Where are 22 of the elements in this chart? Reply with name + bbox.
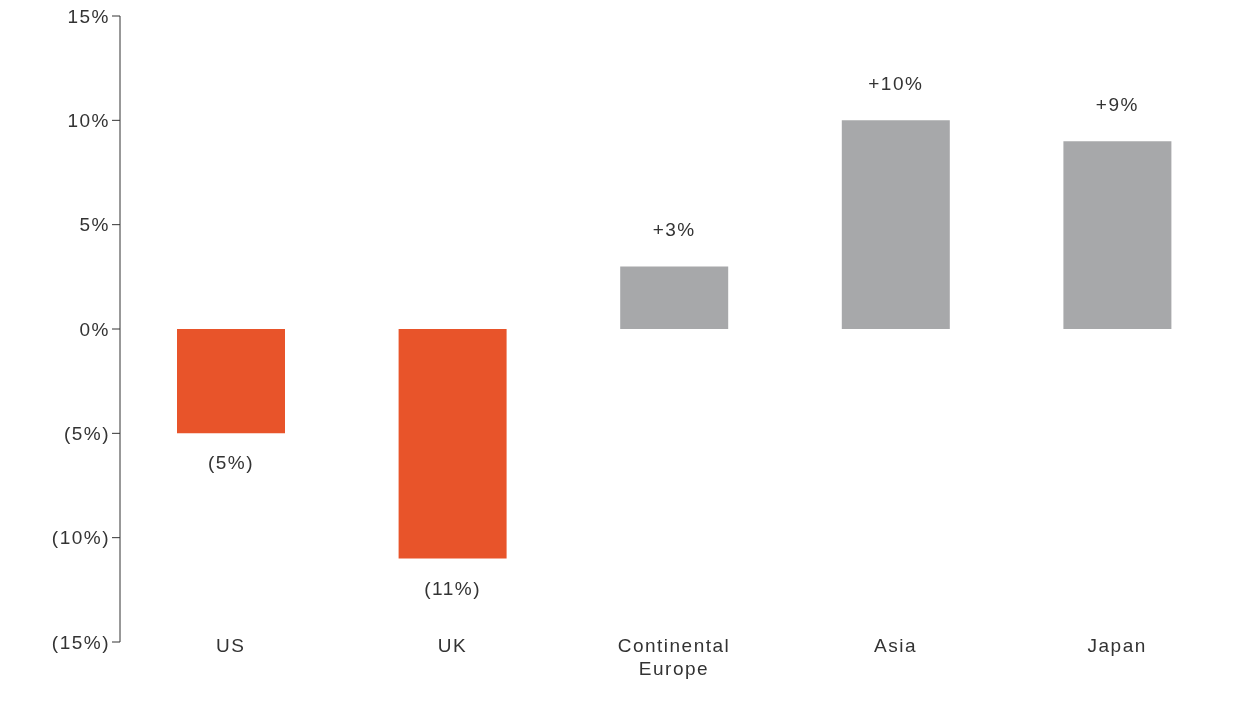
x-tick-label: Japan <box>1087 635 1147 656</box>
x-tick-label: US <box>216 635 246 656</box>
y-tick-label: (5%) <box>63 423 110 445</box>
y-tick-label: 5% <box>79 214 110 236</box>
x-tick-label: UK <box>437 635 468 656</box>
data-label: +3% <box>652 219 696 241</box>
bar <box>620 266 729 329</box>
y-tick-label: (15%) <box>51 631 110 653</box>
y-tick-label: 10% <box>67 110 110 132</box>
bar <box>1063 141 1172 329</box>
y-tick-label: 15% <box>67 5 110 27</box>
data-label: (5%) <box>207 452 255 474</box>
data-label: +10% <box>868 73 924 95</box>
bar <box>841 120 950 329</box>
y-tick-label: 0% <box>79 318 110 340</box>
x-tick-label: Continental Europe <box>617 635 731 679</box>
bar <box>177 329 285 434</box>
bar <box>398 329 507 559</box>
data-label: (11%) <box>424 577 481 599</box>
x-tick-label: Asia <box>874 635 918 656</box>
y-tick-label: (10%) <box>51 527 110 549</box>
data-label: +9% <box>1095 94 1139 116</box>
